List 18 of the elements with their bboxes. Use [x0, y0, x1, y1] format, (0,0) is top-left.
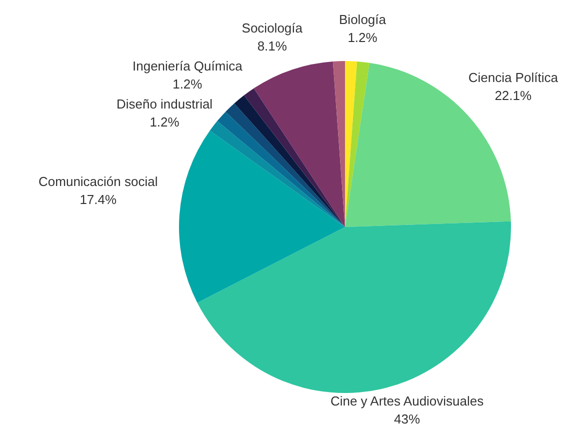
slice-label: Biología [339, 12, 387, 28]
data-label: 17.4% [80, 192, 118, 208]
data-label: 8.1% [257, 38, 288, 54]
data-label: 22.1% [494, 88, 532, 103]
slice-label: Diseño industrial [116, 96, 213, 112]
pie-slice [254, 61, 345, 227]
slice-label: Ingeniería Química [132, 58, 244, 74]
data-label: 1.2% [172, 76, 203, 92]
slice-label: Comunicación social [38, 174, 158, 190]
slice-label: Sociología [242, 20, 304, 36]
pie-slice [197, 221, 511, 393]
data-label: 1.2% [150, 114, 180, 130]
slice-label: Cine y Artes Audiovisuales [330, 393, 484, 408]
data-label: 43% [394, 411, 420, 426]
slice-label: Ciencia Política [468, 70, 559, 85]
pie-slice [179, 130, 345, 303]
pie-slice [345, 61, 370, 227]
data-label: 1.2% [348, 30, 378, 46]
